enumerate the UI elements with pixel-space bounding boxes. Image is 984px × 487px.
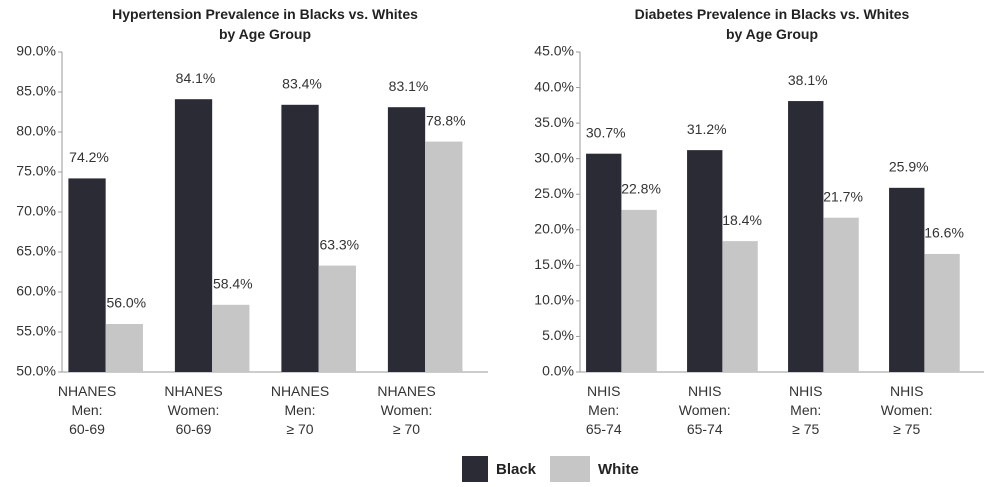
data-label: 84.1%	[176, 70, 216, 86]
y-tick-label: 30.0%	[534, 149, 574, 165]
y-tick-label: 0.0%	[542, 363, 574, 379]
data-label: 25.9%	[889, 159, 929, 175]
data-label: 22.8%	[621, 181, 661, 197]
y-tick-label: 90.0%	[16, 43, 56, 59]
data-label: 58.4%	[213, 276, 253, 292]
y-tick-label: 25.0%	[534, 185, 574, 201]
data-label: 63.3%	[319, 236, 359, 252]
bar	[318, 265, 356, 372]
x-tick-label: NHIS Men: 65-74	[585, 383, 622, 437]
bar	[687, 150, 723, 372]
y-tick-label: 85.0%	[16, 83, 56, 99]
bar	[889, 187, 925, 372]
y-tick-label: 50.0%	[16, 363, 56, 379]
bar	[68, 178, 106, 372]
x-tick-label: NHANES Men: 60-69	[57, 383, 117, 437]
data-label: 83.4%	[282, 76, 322, 92]
data-label: 21.7%	[823, 188, 863, 204]
y-tick-label: 80.0%	[16, 123, 56, 139]
bar	[387, 107, 426, 372]
y-tick-label: 45.0%	[534, 43, 574, 59]
legend-label: Black	[496, 461, 537, 478]
y-tick-label: 20.0%	[534, 220, 574, 236]
data-label: 38.1%	[788, 72, 828, 88]
data-label: 30.7%	[586, 124, 626, 140]
chart-title: Hypertension Prevalence in Blacks vs. Wh…	[112, 6, 418, 42]
x-tick-label: NHIS Women: ≥ 75	[880, 383, 933, 437]
data-label: 16.6%	[924, 225, 964, 241]
legend-swatch	[550, 456, 590, 482]
legend-label: White	[598, 461, 639, 478]
data-label: 18.4%	[722, 212, 762, 228]
bar	[174, 99, 213, 372]
x-tick-label: NHIS Men: ≥ 75	[788, 383, 823, 437]
x-tick-label: NHIS Women: 65-74	[678, 383, 731, 437]
y-tick-label: 65.0%	[16, 243, 56, 259]
data-label: 83.1%	[389, 78, 429, 94]
y-tick-label: 5.0%	[542, 327, 574, 343]
y-tick-label: 15.0%	[534, 256, 574, 272]
y-tick-label: 70.0%	[16, 203, 56, 219]
x-tick-label: NHANES Women: ≥ 70	[377, 383, 436, 437]
y-tick-label: 10.0%	[534, 292, 574, 308]
bar	[823, 217, 859, 372]
bar	[281, 104, 319, 373]
y-tick-label: 35.0%	[534, 114, 574, 130]
bar	[105, 324, 143, 372]
bar	[924, 253, 960, 372]
x-tick-label: NHANES Women: 60-69	[164, 383, 223, 437]
y-tick-label: 55.0%	[16, 323, 56, 339]
bar	[621, 209, 657, 372]
chart-title: Diabetes Prevalence in Blacks vs. Whites…	[634, 6, 910, 42]
bar	[788, 101, 824, 373]
legend-swatch	[462, 456, 488, 482]
x-tick-label: NHANES Men: ≥ 70	[270, 383, 330, 437]
bar	[425, 141, 463, 372]
bar	[586, 153, 622, 372]
data-label: 78.8%	[426, 112, 466, 128]
data-label: 31.2%	[687, 121, 727, 137]
bar	[212, 304, 250, 372]
y-tick-label: 75.0%	[16, 163, 56, 179]
data-label: 56.0%	[106, 295, 146, 311]
y-tick-label: 40.0%	[534, 78, 574, 94]
bar	[722, 241, 758, 372]
y-tick-label: 60.0%	[16, 283, 56, 299]
data-label: 74.2%	[69, 149, 109, 165]
